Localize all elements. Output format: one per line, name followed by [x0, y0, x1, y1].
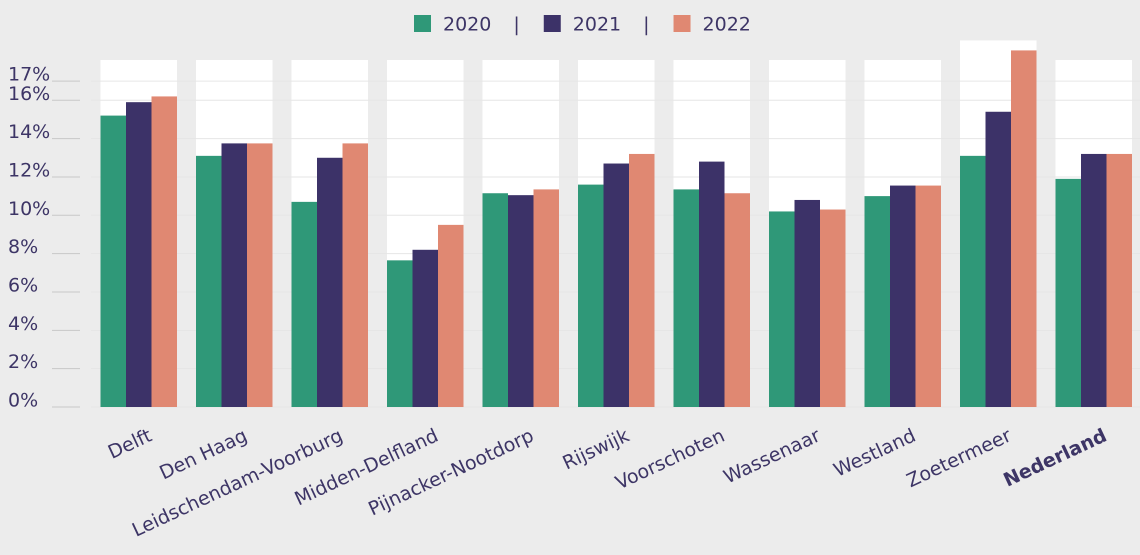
bar [699, 161, 725, 407]
y-tick-label: 6% [8, 274, 38, 296]
y-tick-label: 17% [8, 64, 50, 86]
bar [1081, 153, 1107, 407]
bar [794, 199, 820, 407]
legend-swatch [414, 15, 431, 32]
y-tick-label: 14% [8, 121, 50, 143]
x-tick-label: Voorschoten [612, 425, 728, 495]
bar [724, 193, 750, 407]
bar [291, 201, 317, 407]
bar [864, 196, 890, 407]
bar [533, 189, 559, 407]
x-tick-label: Nederland [1000, 425, 1110, 492]
bar [673, 189, 699, 407]
bar [603, 163, 629, 407]
bar [915, 185, 941, 407]
legend-separator: | [643, 14, 649, 36]
bar [221, 143, 247, 408]
y-tick-label: 0% [8, 390, 38, 412]
x-tick-label: Delft [105, 425, 155, 464]
bar [1055, 178, 1081, 407]
bar [578, 184, 604, 407]
bar [100, 115, 126, 408]
y-tick-label: 12% [8, 159, 50, 181]
y-tick-label: 16% [8, 83, 50, 105]
bar [1106, 153, 1132, 407]
bar [508, 195, 534, 407]
legend-swatch [673, 15, 691, 32]
bar [317, 157, 343, 407]
legend-label: 2020 [443, 14, 491, 36]
y-tick-label: 4% [8, 313, 38, 335]
legend-separator: | [513, 14, 519, 36]
bar [890, 185, 916, 407]
x-tick-label: Rijswijk [559, 425, 632, 475]
x-tick-label: Zoetermeer [903, 425, 1015, 493]
bar [387, 260, 413, 407]
bar [438, 224, 464, 407]
bar [1011, 50, 1037, 407]
y-tick-label: 2% [8, 351, 38, 373]
bar [247, 143, 273, 408]
legend-label: 2021 [573, 14, 621, 36]
legend-label: 2022 [703, 14, 751, 36]
bar [985, 111, 1011, 408]
x-tick-label: Pijnacker-Nootdorp [365, 425, 537, 521]
y-tick-label: 8% [8, 236, 38, 258]
bar [196, 155, 222, 407]
bar [820, 209, 846, 407]
bar [342, 143, 368, 408]
legend-swatch [543, 15, 561, 32]
bar [629, 153, 655, 407]
x-tick-label: Wassenaar [720, 424, 824, 488]
y-tick-label: 10% [8, 198, 50, 220]
bar [126, 102, 152, 408]
bar [960, 155, 986, 407]
bar [769, 211, 795, 407]
bar [412, 249, 438, 407]
bar [482, 193, 508, 407]
bar [151, 96, 177, 407]
